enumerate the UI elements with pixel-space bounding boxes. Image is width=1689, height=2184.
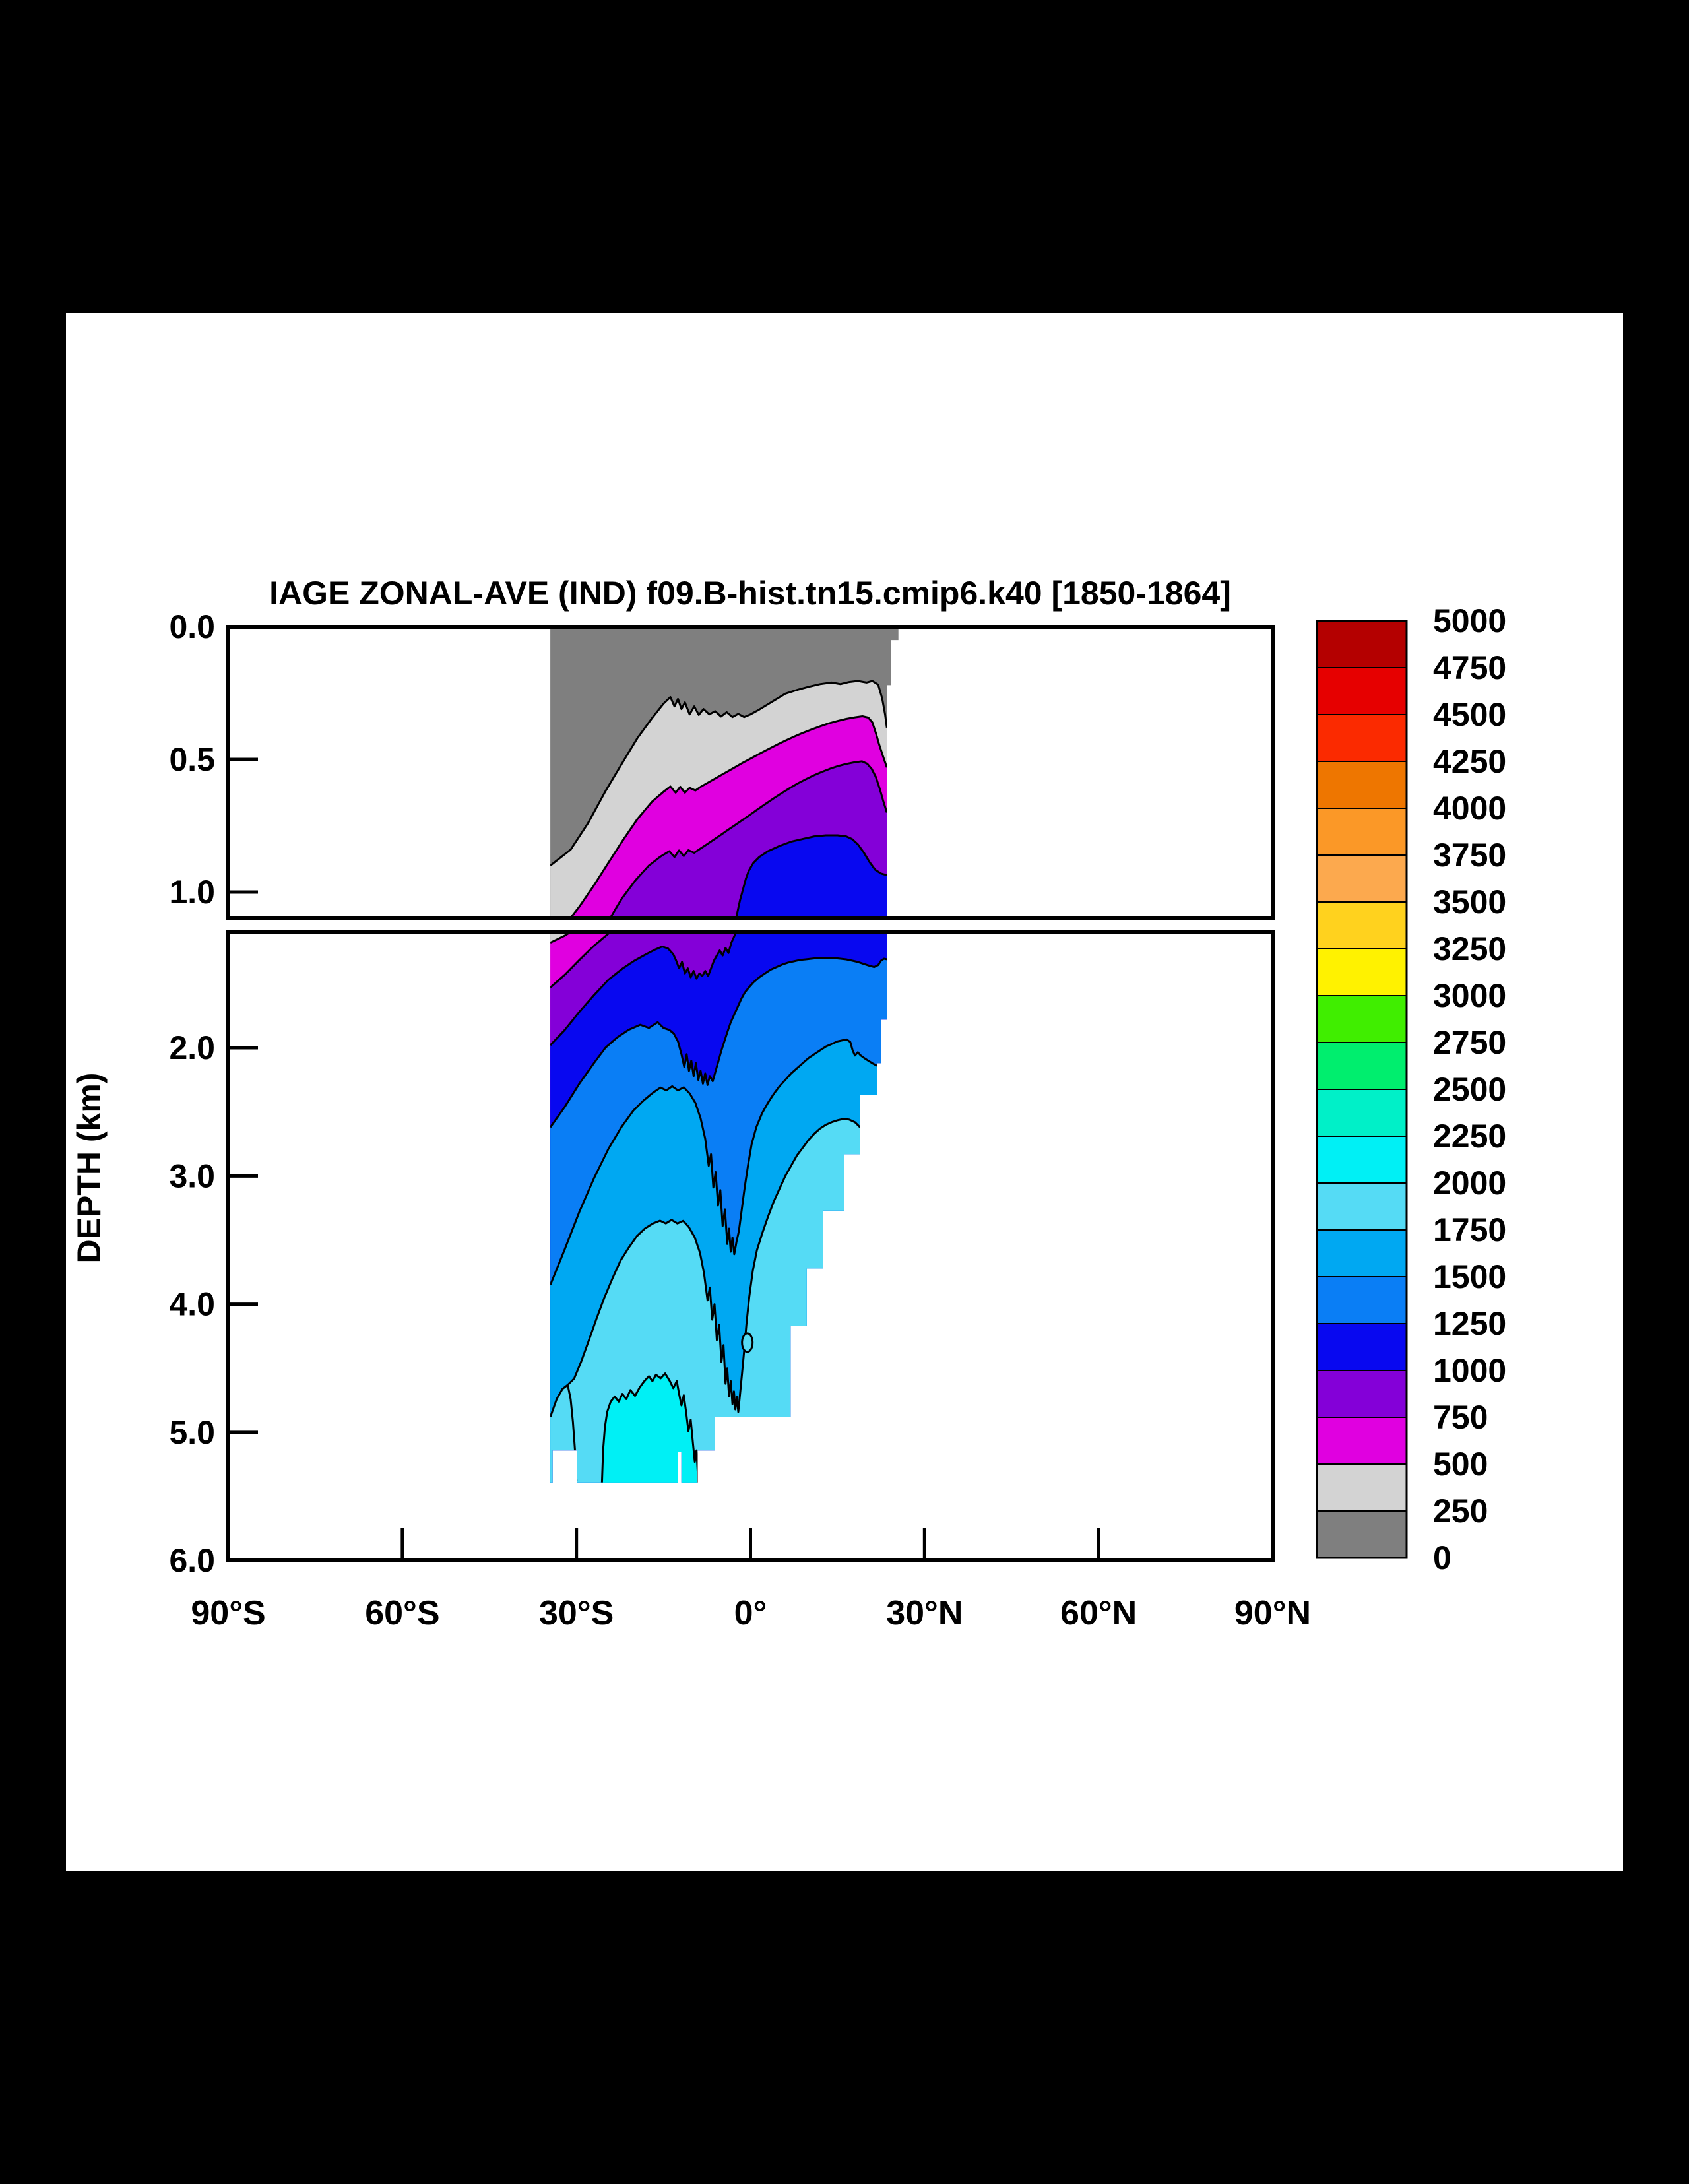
colorbar-segment-3750-4000	[1316, 808, 1407, 856]
colorbar-segment-2000-2250	[1316, 1136, 1407, 1184]
colorbar-label-3500: 3500	[1433, 883, 1506, 920]
contour-line-1500	[550, 1038, 877, 1286]
y-tick-label-0.5: 0.5	[169, 741, 215, 778]
colorbar-label-2750: 2750	[1433, 1024, 1506, 1061]
axis-tick-labels: 0.0 0.5 1.0 2.0 3.0 4.0 5.0 6.0 90°S 60°S 30°S 0° 30…	[169, 608, 1311, 1632]
chart-title: IAGE ZONAL-AVE (IND) f09.B-hist.tn15.cmi…	[269, 575, 1231, 612]
colorbar-label-3750: 3750	[1433, 837, 1506, 874]
colorbar-outline	[1316, 620, 1408, 1559]
x-tick-label-90°N: 90°N	[1234, 1594, 1311, 1632]
colorbar-label-2000: 2000	[1433, 1165, 1506, 1202]
colorbar-segment-1500-1750	[1316, 1229, 1407, 1277]
top-panel-frame	[226, 625, 1275, 920]
colorbar-segment-2250-2500	[1316, 1089, 1407, 1137]
colorbar-segment-3250-3500	[1316, 901, 1407, 949]
y-tick-label-0.0: 0.0	[169, 608, 215, 645]
colorbar-segment-0-250	[1316, 1510, 1407, 1558]
colorbar-label-4000: 4000	[1433, 790, 1506, 827]
x-tick-label-30°S: 30°S	[539, 1594, 614, 1632]
colorbar-label-500: 500	[1433, 1446, 1488, 1483]
colorbar-label-4750: 4750	[1433, 649, 1506, 686]
colorbar-label-4500: 4500	[1433, 696, 1506, 733]
colorbar-segment-3000-3250	[1316, 948, 1407, 996]
colorbar-label-5000: 5000	[1433, 602, 1506, 639]
colorbar-label-2250: 2250	[1433, 1118, 1506, 1155]
contour-line-250	[550, 680, 888, 866]
y-tick-label-4.0: 4.0	[169, 1286, 215, 1323]
contour-island-1750	[741, 1332, 754, 1353]
contour-line-2000	[600, 1372, 699, 1483]
colorbar: 5000475045004250400037503500325030002750…	[1316, 602, 1506, 1576]
colorbar-label-1250: 1250	[1433, 1305, 1506, 1342]
x-tick-label-60°N: 60°N	[1060, 1594, 1137, 1632]
colorbar-segment-750-1000	[1316, 1370, 1407, 1418]
colorbar-label-3000: 3000	[1433, 977, 1506, 1014]
axis-ticks	[230, 757, 1100, 1558]
contour-line-1000	[550, 834, 887, 919]
colorbar-segment-4500-4750	[1316, 667, 1407, 715]
colorbar-label-1000: 1000	[1433, 1352, 1506, 1389]
colorbar-label-0: 0	[1433, 1539, 1451, 1576]
colorbar-label-2500: 2500	[1433, 1071, 1506, 1108]
top-panel-contour-field	[550, 627, 899, 919]
colorbar-segment-1750-2000	[1316, 1182, 1407, 1231]
colorbar-segment-4250-4500	[1316, 714, 1407, 762]
y-tick-label-6.0: 6.0	[169, 1542, 215, 1579]
colorbar-label-750: 750	[1433, 1399, 1488, 1436]
contour-line-750	[550, 760, 888, 919]
x-tick-label-30°N: 30°N	[886, 1594, 963, 1632]
contour-line-500	[550, 715, 888, 919]
y-axis-label: DEPTH (km)	[71, 1073, 108, 1264]
contour-line-1000	[550, 931, 887, 1046]
x-tick-label-60°S: 60°S	[365, 1594, 439, 1632]
y-tick-label-5.0: 5.0	[169, 1414, 215, 1451]
colorbar-label-4250: 4250	[1433, 743, 1506, 780]
colorbar-label-1750: 1750	[1433, 1211, 1506, 1248]
contour-line-1750	[550, 1118, 861, 1418]
colorbar-segment-4000-4250	[1316, 761, 1407, 809]
y-tick-label-1.0: 1.0	[169, 874, 215, 911]
colorbar-segment-2500-2750	[1316, 1042, 1407, 1090]
colorbar-segment-3500-3750	[1316, 854, 1407, 903]
x-tick-label-0°: 0°	[734, 1594, 767, 1632]
y-tick-label-3.0: 3.0	[169, 1157, 215, 1194]
bottom-panel-frame	[226, 930, 1275, 1562]
colorbar-label-250: 250	[1433, 1493, 1488, 1529]
colorbar-segment-2750-3000	[1316, 995, 1407, 1043]
colorbar-segment-4750-5000	[1316, 620, 1407, 668]
x-tick-label-90°S: 90°S	[191, 1594, 265, 1632]
y-tick-label-2.0: 2.0	[169, 1029, 215, 1066]
colorbar-segment-500-750	[1316, 1417, 1407, 1465]
colorbar-segment-1250-1500	[1316, 1276, 1407, 1324]
colorbar-segment-1000-1250	[1316, 1323, 1407, 1371]
colorbar-label-3250: 3250	[1433, 930, 1506, 967]
contour-line-1250	[550, 957, 887, 1128]
colorbar-segment-250-500	[1316, 1463, 1407, 1512]
colorbar-label-1500: 1500	[1433, 1258, 1506, 1295]
